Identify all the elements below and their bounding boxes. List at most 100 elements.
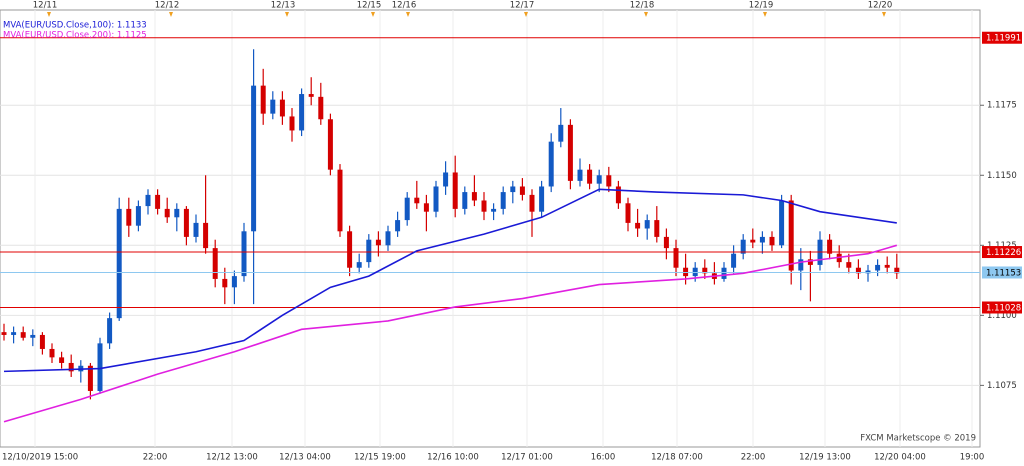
- candle-body: [788, 200, 794, 271]
- candle-body: [779, 200, 785, 246]
- candle-body: [385, 231, 391, 246]
- legend-entry: MVA(EUR/USD.Close,200): 1.1125: [3, 31, 147, 41]
- candle-body: [452, 172, 458, 209]
- candle-body: [750, 239, 756, 243]
- level-label: 1.11028: [986, 303, 1021, 313]
- candle-body: [481, 200, 487, 212]
- candle-body: [615, 186, 621, 204]
- candle-body: [721, 267, 727, 279]
- x-tick-label: 19:00: [960, 453, 985, 463]
- candle-body: [740, 239, 746, 254]
- plot-area: [0, 9, 981, 448]
- candle-body: [116, 208, 122, 319]
- candle-body: [212, 248, 218, 279]
- top-date-label: 12/18: [630, 1, 655, 11]
- candle-body: [318, 96, 324, 120]
- y-tick-label: 1.1075: [987, 381, 1017, 391]
- x-tick-label: 12/19 13:00: [799, 453, 851, 463]
- top-date-label: 12/13: [271, 1, 296, 11]
- candle-body: [68, 362, 74, 372]
- candle-body: [251, 85, 257, 232]
- candle-body: [395, 220, 401, 232]
- top-date-label: 12/20: [868, 1, 893, 11]
- marks: [1, 49, 900, 400]
- grid: [0, 10, 984, 447]
- candle-body: [625, 203, 631, 223]
- candle-body: [894, 267, 900, 274]
- candle-body: [107, 318, 113, 344]
- candle-body: [644, 220, 650, 229]
- y-tick-label: 1.1125: [987, 241, 1017, 251]
- candle-body: [673, 248, 679, 268]
- candle-body: [356, 262, 362, 268]
- candle-body: [30, 334, 36, 338]
- level-label: 1.11153: [986, 268, 1021, 278]
- candle-body: [759, 236, 765, 243]
- x-tick-label: 12/12 13:00: [206, 453, 258, 463]
- candle-body: [855, 267, 861, 274]
- y-tick-label: 1.1150: [987, 171, 1017, 181]
- candle-body: [606, 175, 612, 187]
- candle-body: [203, 222, 209, 249]
- candle-body: [654, 220, 660, 237]
- event-marker: [371, 12, 375, 17]
- candle-body: [596, 175, 602, 184]
- candle-body: [231, 276, 237, 288]
- level-box: [982, 246, 1022, 259]
- candle-body: [702, 267, 708, 274]
- candle-body: [798, 259, 804, 271]
- candle-body: [769, 236, 775, 246]
- candle-body: [222, 278, 228, 288]
- event-marker: [406, 12, 410, 17]
- candle-body: [193, 222, 199, 237]
- candle-body: [1, 332, 7, 335]
- candle-body: [11, 332, 17, 335]
- candle-body: [183, 208, 189, 237]
- candle-body: [347, 231, 353, 268]
- x-tick-label: 12/20 04:00: [874, 453, 926, 463]
- candle-body: [366, 239, 372, 263]
- candle-body: [375, 239, 381, 246]
- candle-body: [126, 208, 132, 226]
- candle-body: [529, 194, 535, 212]
- candle-body: [279, 99, 285, 117]
- x-tick-label: 12/10/2019 15:00: [2, 453, 78, 463]
- candle-body: [491, 208, 497, 212]
- x-tick-label: 16:00: [591, 453, 616, 463]
- candle-body: [865, 270, 871, 274]
- candle-body: [692, 267, 698, 277]
- candle-body: [135, 206, 141, 226]
- candle-body: [558, 124, 564, 142]
- event-marker: [169, 12, 173, 17]
- x-tick-label: 12/15 19:00: [354, 453, 406, 463]
- candle-body: [414, 197, 420, 204]
- candle-body: [875, 264, 881, 271]
- candle-body: [500, 192, 506, 209]
- candle-body: [145, 194, 151, 207]
- ma-line: [3, 188, 897, 373]
- top-date-label: 12/17: [510, 1, 535, 11]
- candle-body: [87, 365, 93, 391]
- candle-body: [241, 231, 247, 277]
- x-tick-label: 12/13 04:00: [279, 453, 331, 463]
- candle-body: [462, 192, 468, 209]
- top-date-label: 12/15: [357, 1, 382, 11]
- candle-body: [548, 141, 554, 187]
- event-marker: [882, 12, 886, 17]
- candle-body: [433, 186, 439, 212]
- candle-body: [289, 116, 295, 131]
- candle-body: [587, 169, 593, 184]
- x-tick-label: 12/16 10:00: [427, 453, 479, 463]
- x-tick-label: 22:00: [143, 453, 168, 463]
- event-marker: [524, 12, 528, 17]
- candle-body: [731, 253, 737, 268]
- candle-body: [164, 208, 170, 218]
- event-marker: [644, 12, 648, 17]
- candle-body: [260, 85, 266, 114]
- candle-body: [539, 186, 545, 212]
- top-date-label: 12/19: [749, 1, 774, 11]
- x-tick-label: 12/17 01:00: [501, 453, 553, 463]
- top-date-label: 12/16: [392, 1, 417, 11]
- candle-body: [423, 203, 429, 212]
